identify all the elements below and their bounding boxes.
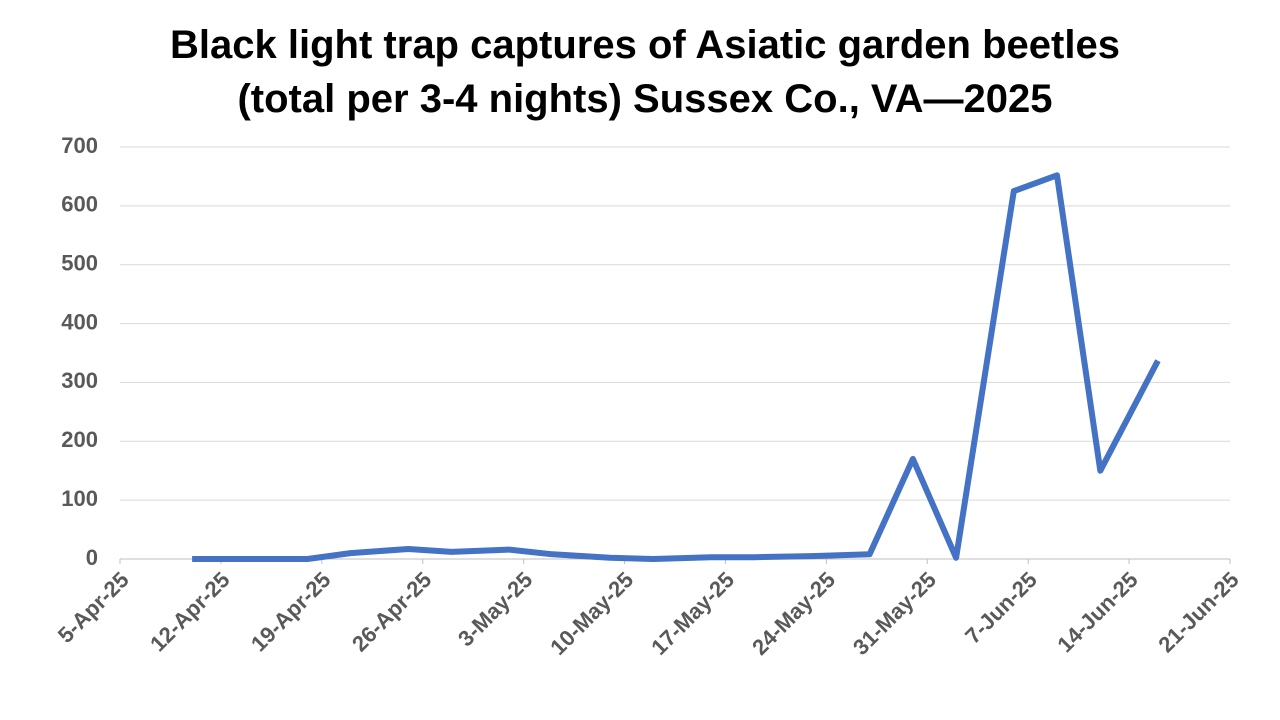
data-line <box>192 172 1161 562</box>
y-tick-label: 200 <box>61 427 98 452</box>
x-tick-label: 14-Jun-25 <box>1052 567 1142 657</box>
y-tick-label: 0 <box>86 545 98 570</box>
x-tick-label: 19-Apr-25 <box>246 567 335 656</box>
chart-subtitle: (total per 3-4 nights) Sussex Co., VA—20… <box>237 77 1052 121</box>
y-tick-label: 500 <box>61 251 98 276</box>
x-tick-label: 10-May-25 <box>545 567 638 660</box>
x-tick-label: 17-May-25 <box>646 567 739 660</box>
y-tick-label: 700 <box>61 133 98 158</box>
x-tick-label: 24-May-25 <box>747 567 840 660</box>
y-tick-label: 400 <box>61 309 98 334</box>
x-tick-label: 31-May-25 <box>848 567 941 660</box>
x-tick-label: 12-Apr-25 <box>145 567 234 656</box>
y-tick-label: 600 <box>61 192 98 217</box>
y-tick-label: 300 <box>61 368 98 393</box>
x-tick-label: 21-Jun-25 <box>1153 567 1243 657</box>
x-tick-label: 7-Jun-25 <box>960 567 1042 649</box>
y-tick-label: 100 <box>61 486 98 511</box>
chart-title: Black light trap captures of Asiatic gar… <box>170 23 1120 67</box>
x-tick-label: 5-Apr-25 <box>53 567 134 648</box>
x-tick-label: 3-May-25 <box>453 567 537 651</box>
x-tick-label: 26-Apr-25 <box>347 567 436 656</box>
